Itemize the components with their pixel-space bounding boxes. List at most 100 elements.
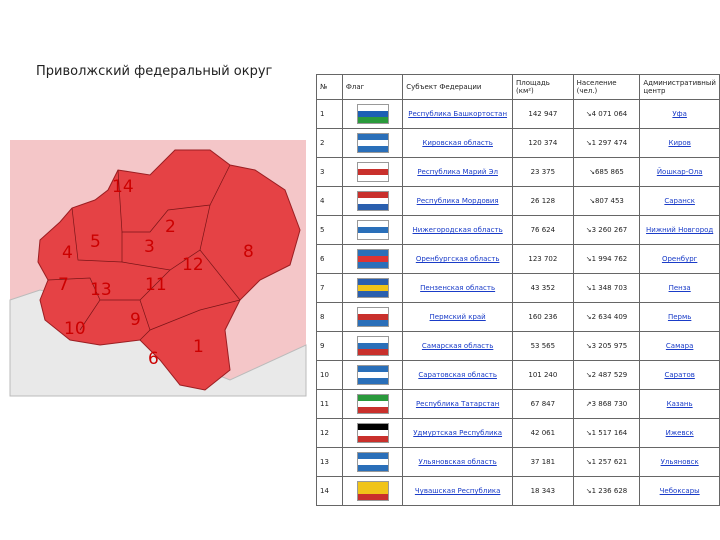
subject-link[interactable]: Кировская область — [422, 139, 493, 147]
region-number: 7 — [58, 275, 69, 295]
subject-cell: Чувашская Республика — [402, 476, 514, 506]
subject-link[interactable]: Республика Марий Эл — [417, 168, 498, 176]
population: ↘1 348 703 — [572, 273, 641, 303]
table-row: 5 Нижегородская область 76 624 ↘3 260 267 Ни… — [316, 215, 720, 245]
center-link[interactable]: Уфа — [672, 110, 687, 118]
population: ↘2 487 529 — [572, 360, 641, 390]
table-row: 2 Кировская область 120 374 ↘1 297 474 Киров — [316, 128, 720, 158]
region-number: 14 — [112, 177, 134, 197]
center-link[interactable]: Саранск — [664, 197, 695, 205]
row-number: 6 — [316, 244, 343, 274]
region-number: 2 — [165, 217, 176, 237]
center-cell: Ульяновск — [639, 447, 720, 477]
flag — [356, 162, 389, 182]
area: 160 236 — [512, 302, 574, 332]
center-link[interactable]: Чебоксары — [659, 487, 700, 495]
subject-link[interactable]: Нижегородская область — [412, 226, 503, 234]
table-row: 10 Саратовская область 101 240 ↘2 487 529 Са… — [316, 360, 720, 390]
row-number: 7 — [316, 273, 343, 303]
region-number: 10 — [64, 319, 86, 339]
center-link[interactable]: Ижевск — [665, 429, 694, 437]
center-link[interactable]: Пенза — [668, 284, 691, 292]
flag — [356, 481, 389, 501]
center-cell: Самара — [639, 331, 720, 361]
population: ↘3 205 975 — [572, 331, 641, 361]
table-row: 7 Пензенская область 43 352 ↘1 348 703 Пенза — [316, 273, 720, 303]
center-cell: Саранск — [639, 186, 720, 216]
subject-link[interactable]: Удмуртская Республика — [413, 429, 503, 437]
population: ↗3 868 730 — [572, 389, 641, 419]
table-row: 9 Самарская область 53 565 ↘3 205 975 Самара — [316, 331, 720, 361]
area: 76 624 — [512, 215, 574, 245]
subject-link[interactable]: Пензенская область — [420, 284, 496, 292]
subject-link[interactable]: Самарская область — [421, 342, 494, 350]
center-cell: Киров — [639, 128, 720, 158]
region-number: 5 — [90, 232, 101, 252]
flag-cell — [341, 157, 404, 187]
area: 18 343 — [512, 476, 574, 506]
center-cell: Нижний Новгород — [639, 215, 720, 245]
row-number: 10 — [316, 360, 343, 390]
flag-cell — [341, 360, 404, 390]
districts-table: № Флаг Субъект Федерации Площадь (км²) Насел… — [316, 74, 720, 506]
center-link[interactable]: Оренбург — [661, 255, 698, 263]
subject-link[interactable]: Оренбургская область — [415, 255, 500, 263]
center-link[interactable]: Нижний Новгород — [646, 226, 714, 234]
population: ↘1 257 621 — [572, 447, 641, 477]
flag-cell — [341, 447, 404, 477]
flag — [356, 133, 389, 153]
row-number: 9 — [316, 331, 343, 361]
center-link[interactable]: Саратов — [664, 371, 695, 379]
center-link[interactable]: Йошкар-Ола — [656, 168, 703, 176]
region-number: 8 — [243, 242, 254, 262]
area: 37 181 — [512, 447, 574, 477]
flag — [356, 104, 389, 124]
table-row: 11 Республика Татарстан 67 847 ↗3 868 730 Ка… — [316, 389, 720, 419]
area: 123 702 — [512, 244, 574, 274]
subject-cell: Республика Мордовия — [402, 186, 514, 216]
flag-cell — [341, 273, 404, 303]
subject-link[interactable]: Республика Башкортостан — [408, 110, 508, 118]
center-link[interactable]: Киров — [668, 139, 691, 147]
flag-cell — [341, 128, 404, 158]
area: 53 565 — [512, 331, 574, 361]
flag-cell — [341, 186, 404, 216]
center-link[interactable]: Казань — [666, 400, 693, 408]
center-cell: Саратов — [639, 360, 720, 390]
subject-link[interactable]: Ульяновская область — [418, 458, 497, 466]
population: ↘1 517 164 — [572, 418, 641, 448]
center-link[interactable]: Самара — [665, 342, 694, 350]
flag-cell — [341, 331, 404, 361]
area: 101 240 — [512, 360, 574, 390]
row-number: 13 — [316, 447, 343, 477]
population: ↘685 865 — [572, 157, 641, 187]
flag-cell — [341, 244, 404, 274]
subject-link[interactable]: Республика Мордовия — [416, 197, 499, 205]
population: ↘4 071 064 — [572, 99, 641, 129]
population: ↘807 453 — [572, 186, 641, 216]
table-row: 13 Ульяновская область 37 181 ↘1 257 621 Уль… — [316, 447, 720, 477]
row-number: 14 — [316, 476, 343, 506]
region-number: 12 — [182, 255, 204, 275]
flag-cell — [341, 476, 404, 506]
center-cell: Ижевск — [639, 418, 720, 448]
subject-link[interactable]: Республика Татарстан — [415, 400, 500, 408]
table-row: 12 Удмуртская Республика 42 061 ↘1 517 164 И… — [316, 418, 720, 448]
row-number: 1 — [316, 99, 343, 129]
area: 43 352 — [512, 273, 574, 303]
subject-cell: Республика Башкортостан — [402, 99, 514, 129]
flag — [356, 336, 389, 356]
subject-link[interactable]: Чувашская Республика — [414, 487, 501, 495]
center-link[interactable]: Пермь — [667, 313, 692, 321]
subject-link[interactable]: Пермский край — [429, 313, 486, 321]
subject-link[interactable]: Саратовская область — [418, 371, 497, 379]
center-link[interactable]: Ульяновск — [660, 458, 699, 466]
region-number: 13 — [90, 280, 112, 300]
flag — [356, 394, 389, 414]
table-row: 4 Республика Мордовия 26 128 ↘807 453 Саранс… — [316, 186, 720, 216]
column-header: Административный центр — [639, 74, 720, 100]
table-row: 1 Республика Башкортостан 142 947 ↘4 071 06… — [316, 99, 720, 129]
population: ↘1 994 762 — [572, 244, 641, 274]
